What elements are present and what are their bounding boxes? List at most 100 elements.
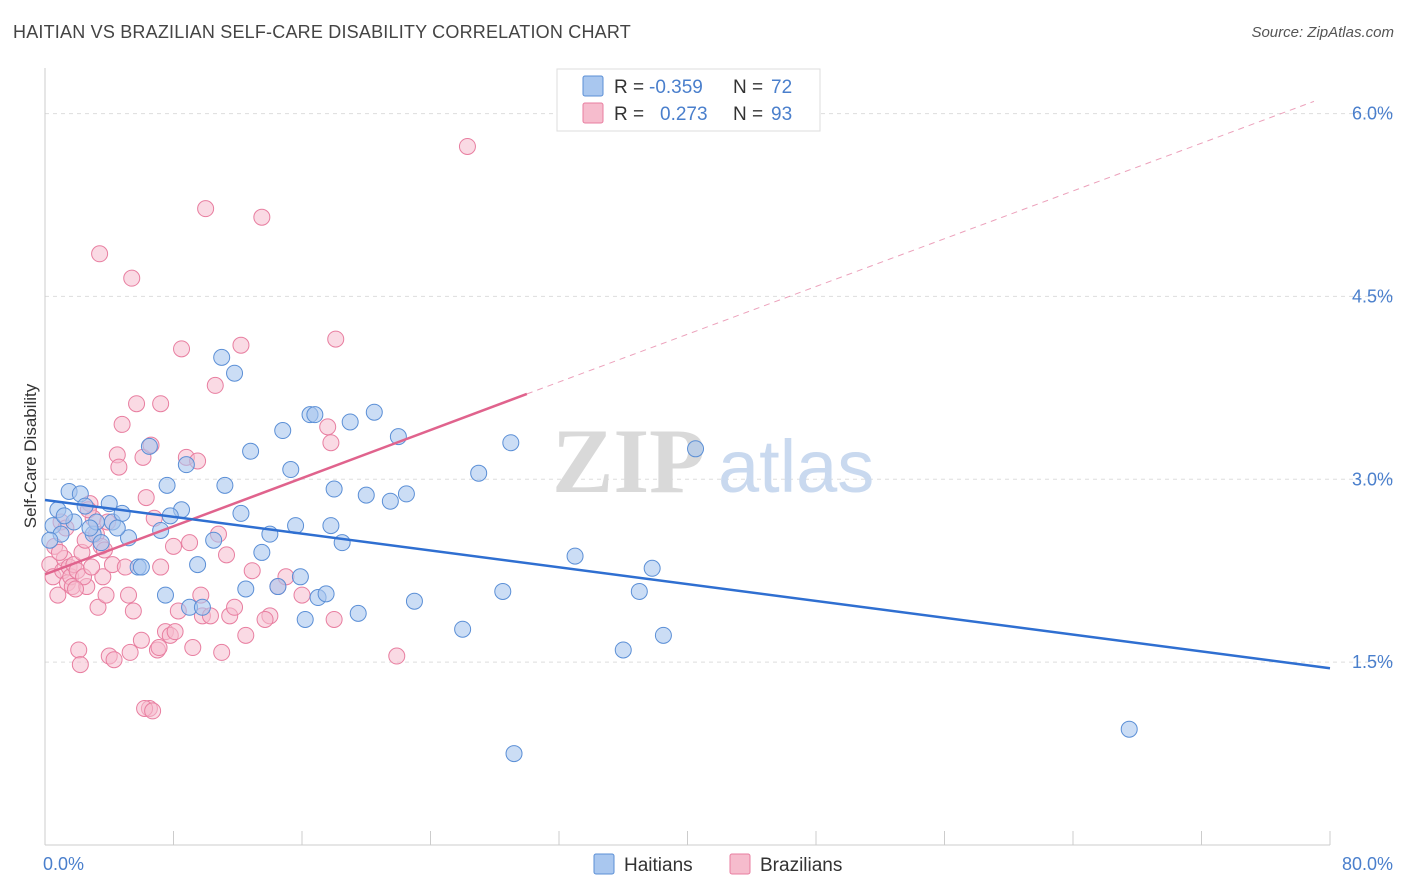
grid-lines [45, 113, 1393, 663]
brazilian-point [50, 543, 68, 561]
watermark-atlas: atlas [718, 425, 874, 508]
legend-swatch-brazilians [582, 102, 604, 124]
haitian-point [108, 519, 126, 537]
brazilian-point [71, 656, 89, 674]
brazilian-point [218, 546, 236, 564]
haitian-point [306, 406, 324, 424]
haitian-point [156, 586, 174, 604]
brazilians-trend-extension [526, 100, 1315, 395]
haitian-point [614, 641, 632, 659]
haitian-point [381, 492, 399, 510]
haitian-point [177, 456, 195, 474]
bottom-legend-label-haitians: Haitians [624, 855, 693, 876]
brazilian-point [144, 702, 162, 720]
haitian-point [232, 504, 250, 522]
brazilians-points [41, 137, 476, 720]
brazilian-point [83, 558, 101, 576]
haitian-point [205, 531, 223, 549]
brazilian-point [325, 610, 343, 628]
haitian-point [630, 582, 648, 600]
watermark-zip: ZIP [552, 410, 705, 512]
brazilian-point [152, 558, 170, 576]
haitian-point [291, 568, 309, 586]
brazilian-point [319, 418, 337, 436]
trend-lines [44, 100, 1331, 670]
x-tick-label-max: 80.0% [1342, 854, 1393, 874]
haitian-point [269, 578, 287, 596]
haitian-point [502, 434, 520, 452]
brazilian-point [253, 208, 271, 226]
haitian-point [325, 480, 343, 498]
haitian-point [454, 620, 472, 638]
haitian-point [566, 547, 584, 565]
haitian-point [322, 517, 340, 535]
brazilian-point [49, 586, 67, 604]
haitian-point [470, 464, 488, 482]
series-legend: Haitians Brazilians [593, 853, 842, 876]
haitian-point [140, 437, 158, 455]
brazilian-point [237, 626, 255, 644]
brazilian-point [226, 598, 244, 616]
brazilian-point [243, 562, 261, 580]
brazilian-point [120, 586, 138, 604]
brazilian-point [293, 586, 311, 604]
haitian-point [317, 585, 335, 603]
haitian-point [81, 519, 99, 537]
legend-r-label-haitians: R = [614, 77, 644, 98]
x-ticks [173, 831, 1331, 845]
haitian-point [687, 440, 705, 458]
legend-swatch-haitians [582, 75, 604, 97]
correlation-legend: R = -0.359 N = 72 R = 0.273 N = 93 [556, 68, 821, 132]
brazilian-point [165, 537, 182, 555]
haitian-point [274, 422, 292, 440]
brazilian-point [128, 395, 146, 413]
brazilian-point [152, 395, 170, 413]
y-tick-labels: 1.5% 3.0% 4.5% 6.0% [1352, 104, 1393, 673]
brazilian-point [232, 336, 250, 354]
haitian-point [216, 476, 234, 494]
y-tick-label: 4.5% [1352, 286, 1393, 306]
haitian-point [357, 486, 375, 504]
haitian-point [494, 582, 512, 600]
haitian-point [92, 534, 110, 552]
brazilian-point [197, 200, 215, 218]
legend-r-label-brazilians: R = [614, 104, 644, 125]
haitian-point [341, 413, 359, 431]
bottom-legend-label-brazilians: Brazilians [760, 855, 842, 876]
brazilian-point [123, 269, 141, 287]
brazilian-point [184, 639, 202, 657]
haitian-point [1120, 720, 1138, 738]
haitian-point [296, 610, 314, 628]
legend-n-value-haitians: 72 [771, 77, 792, 98]
haitian-point [365, 403, 383, 421]
y-axis-title: Self-Care Disability [21, 383, 40, 528]
haitian-point [213, 348, 231, 366]
brazilian-point [137, 489, 155, 507]
legend-n-label-brazilians: N = [733, 104, 763, 125]
haitian-point [189, 556, 207, 574]
brazilian-point [132, 631, 150, 649]
brazilian-point [388, 647, 406, 665]
y-tick-label: 6.0% [1352, 104, 1393, 124]
y-tick-label: 3.0% [1352, 469, 1393, 489]
brazilian-point [458, 137, 476, 155]
haitian-point [237, 580, 255, 598]
legend-n-label-haitians: N = [733, 77, 763, 98]
haitian-point [41, 531, 59, 549]
chart-title: HAITIAN VS BRAZILIAN SELF-CARE DISABILIT… [13, 22, 631, 42]
brazilian-point [97, 586, 115, 604]
haitian-point [242, 442, 260, 460]
haitian-point [505, 745, 523, 763]
brazilian-point [91, 245, 109, 263]
source-credit: Source: ZipAtlas.com [1251, 24, 1394, 41]
brazilian-point [322, 434, 340, 452]
haitian-point [253, 543, 271, 561]
brazilian-point [206, 376, 224, 394]
brazilian-point [173, 340, 191, 358]
watermark: ZIP atlas [552, 410, 874, 512]
haitians-trend-line [44, 498, 1331, 670]
brazilian-point [67, 580, 85, 598]
legend-r-value-brazilians: 0.273 [660, 104, 708, 125]
x-tick-label-min: 0.0% [43, 854, 84, 874]
